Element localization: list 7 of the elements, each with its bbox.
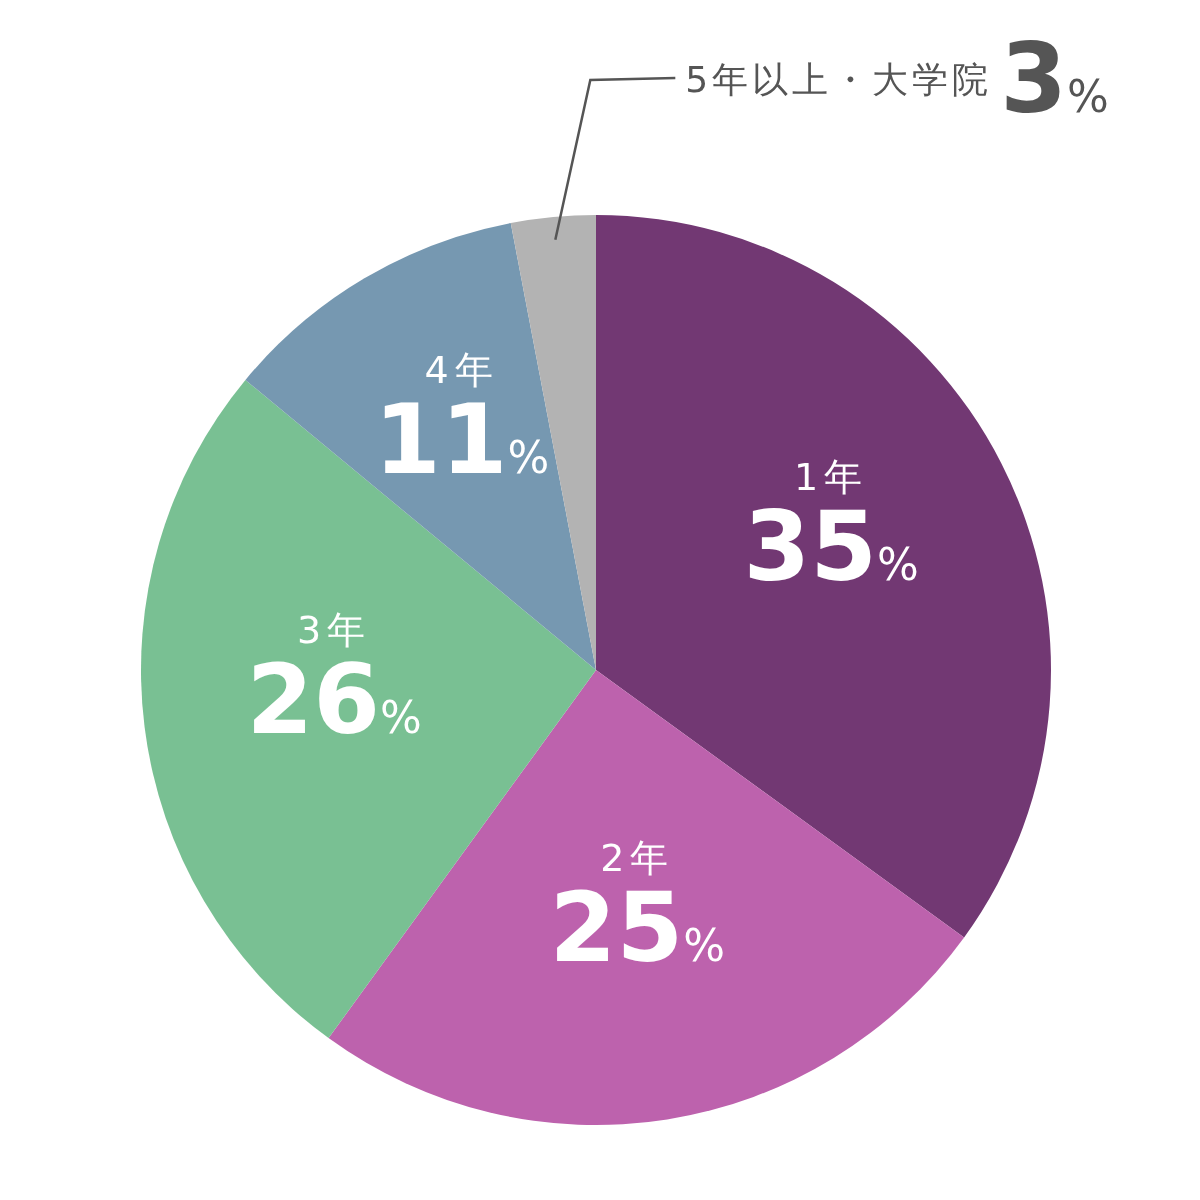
- slice-label: 4年: [424, 347, 499, 392]
- pie-slice: [510, 215, 596, 670]
- slice-label: 1年: [794, 455, 869, 500]
- data-label: 3%: [1000, 23, 1109, 135]
- slice-label: 5年以上・大学院: [685, 59, 993, 100]
- slice-label: 3年: [297, 608, 372, 653]
- slice-label: 2年: [600, 835, 675, 880]
